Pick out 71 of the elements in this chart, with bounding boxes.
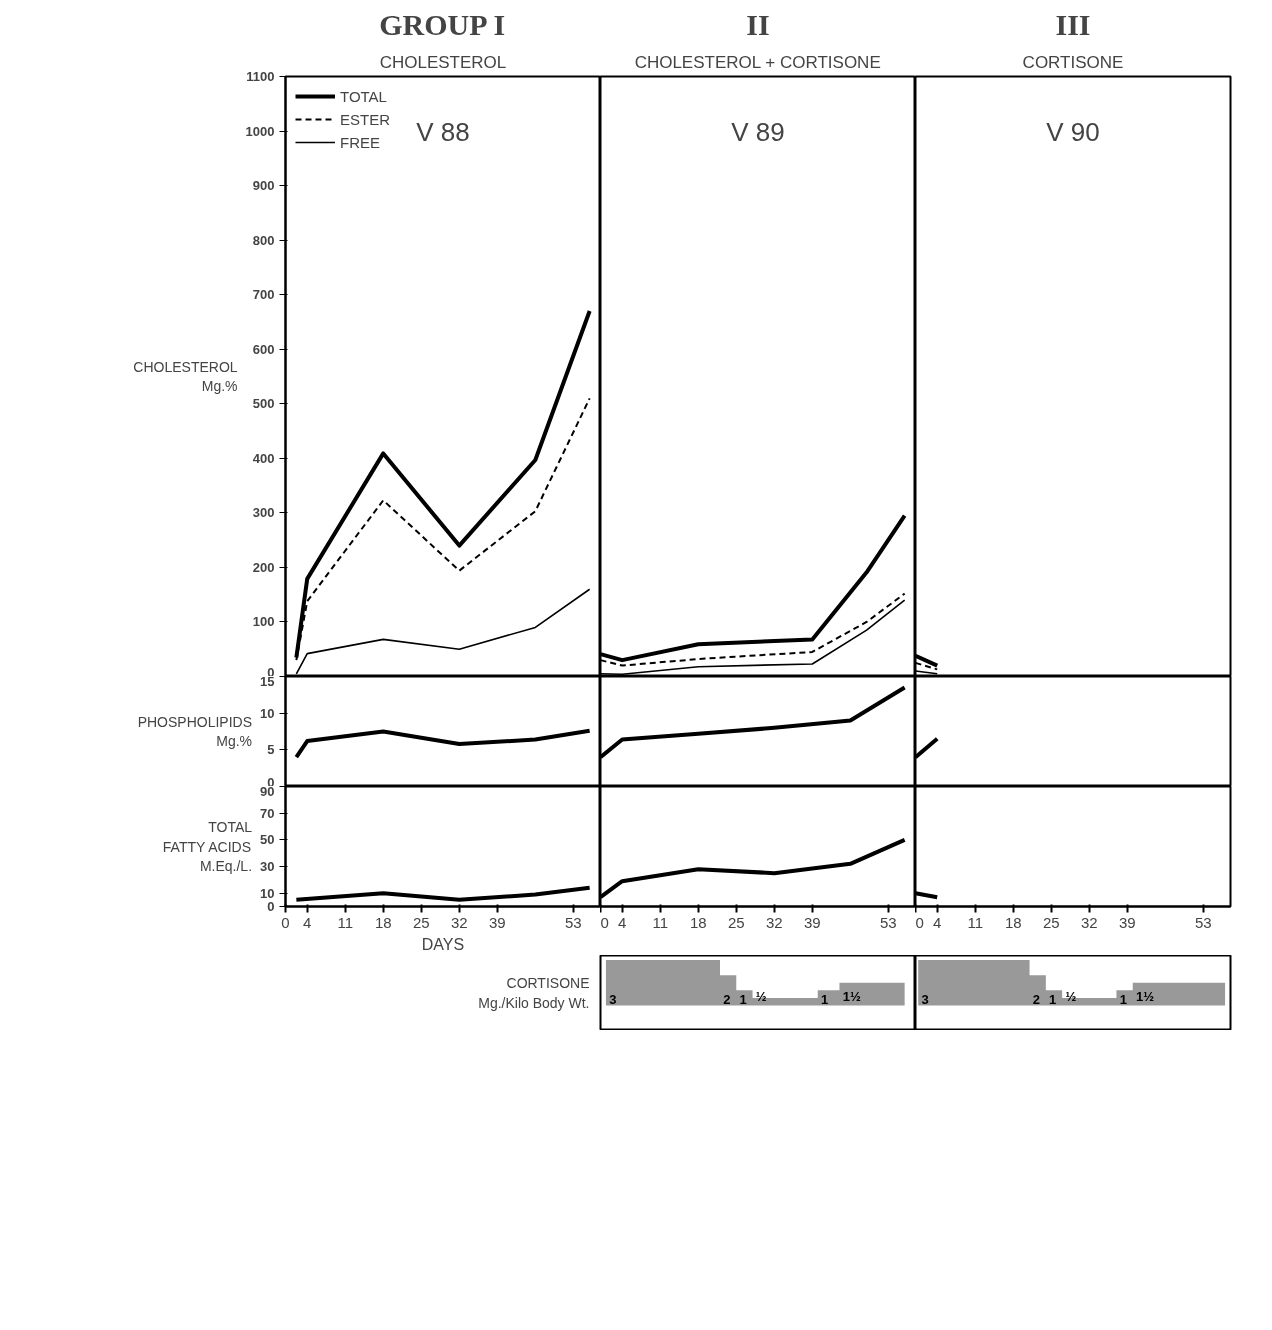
x-tick-label: 53 xyxy=(1195,913,1212,931)
y-axis-title: CHOLESTEROL Mg.% xyxy=(133,358,238,395)
chart-subtitle: CHOLESTEROL xyxy=(379,52,507,72)
x-tick-label: 39 xyxy=(488,913,506,931)
y-tick-label: 800 xyxy=(252,232,275,248)
x-tick-label: 18 xyxy=(374,913,392,931)
x-tick-label: 39 xyxy=(1118,913,1136,931)
y-tick-label: 300 xyxy=(252,505,275,521)
data-label: 1 xyxy=(821,991,829,1007)
x-tick-label: 32 xyxy=(765,913,783,931)
x-tick-label: 32 xyxy=(1080,913,1098,931)
y-tick-label: 600 xyxy=(252,341,275,357)
x-tick-label: 4 xyxy=(933,913,942,931)
y-tick-label: 5 xyxy=(267,742,275,758)
x-tick-label: 0 xyxy=(915,913,924,931)
y-tick-label: 500 xyxy=(252,396,275,412)
legend-label: TOTAL xyxy=(340,87,387,105)
y-axis-title: PHOSPHOLIPIDS Mg.% xyxy=(137,713,253,750)
y-tick-label: 700 xyxy=(252,287,275,303)
y-tick-label: 900 xyxy=(252,178,275,194)
data-label: 1½ xyxy=(1136,988,1155,1004)
y-tick-label: 1000 xyxy=(245,123,275,139)
x-tick-label: 25 xyxy=(1042,913,1060,931)
chart-subtitle: CORTISONE xyxy=(1022,52,1124,72)
data-label: ½ xyxy=(755,988,767,1004)
y-tick-label: 100 xyxy=(252,614,275,630)
chart-subtitle: CHOLESTEROL + CORTISONE xyxy=(634,52,881,72)
annotation: V 90 xyxy=(1046,116,1100,147)
data-label: 1 xyxy=(739,991,747,1007)
y-tick-label: 200 xyxy=(252,559,275,575)
x-tick-label: 11 xyxy=(967,913,984,931)
x-tick-label: 11 xyxy=(652,913,669,931)
x-tick-label: 0 xyxy=(281,913,290,931)
y-tick-label: 70 xyxy=(260,805,275,821)
x-tick-label: 25 xyxy=(412,913,430,931)
y-tick-label: 50 xyxy=(260,832,275,848)
chart-title: GROUP I xyxy=(379,7,506,41)
x-tick-label: 53 xyxy=(565,913,582,931)
legend-label: ESTER xyxy=(340,110,391,128)
x-tick-label: 11 xyxy=(337,913,354,931)
y-axis-title: TOTAL FATTY ACIDS M.Eq./L. xyxy=(162,819,253,874)
y-tick-label: 400 xyxy=(252,450,275,466)
x-tick-label: 18 xyxy=(1004,913,1022,931)
chart-title: II xyxy=(746,7,770,41)
data-label: 1 xyxy=(1119,991,1127,1007)
annotation: V 88 xyxy=(416,116,470,147)
y-tick-label: 0 xyxy=(267,899,275,914)
data-label: 3 xyxy=(921,991,929,1007)
data-label: 3 xyxy=(609,991,617,1007)
y-tick-label: 10 xyxy=(260,885,275,901)
x-tick-label: 32 xyxy=(450,913,468,931)
y-tick-label: 30 xyxy=(260,859,275,874)
data-label: 1 xyxy=(1049,991,1057,1007)
chart-title: III xyxy=(1055,7,1091,41)
x-tick-label: 25 xyxy=(727,913,745,931)
y-tick-label: 1100 xyxy=(246,69,275,84)
y-axis-title: CORTISONE Mg./Kilo Body Wt. xyxy=(478,975,590,1011)
annotation: V 89 xyxy=(731,116,785,147)
x-tick-label: 18 xyxy=(689,913,707,931)
data-label: 1½ xyxy=(842,988,861,1004)
legend-label: FREE xyxy=(340,133,381,151)
data-label: ½ xyxy=(1065,988,1077,1004)
x-tick-label: 39 xyxy=(803,913,821,931)
data-label: 2 xyxy=(1032,991,1041,1007)
x-tick-label: 0 xyxy=(600,913,609,931)
data-label: 2 xyxy=(723,991,731,1007)
x-tick-label: 4 xyxy=(618,913,627,931)
y-tick-label: 10 xyxy=(260,705,275,721)
x-axis-title: DAYS xyxy=(421,935,465,953)
x-tick-label: 53 xyxy=(880,913,897,931)
x-tick-label: 4 xyxy=(303,913,312,931)
